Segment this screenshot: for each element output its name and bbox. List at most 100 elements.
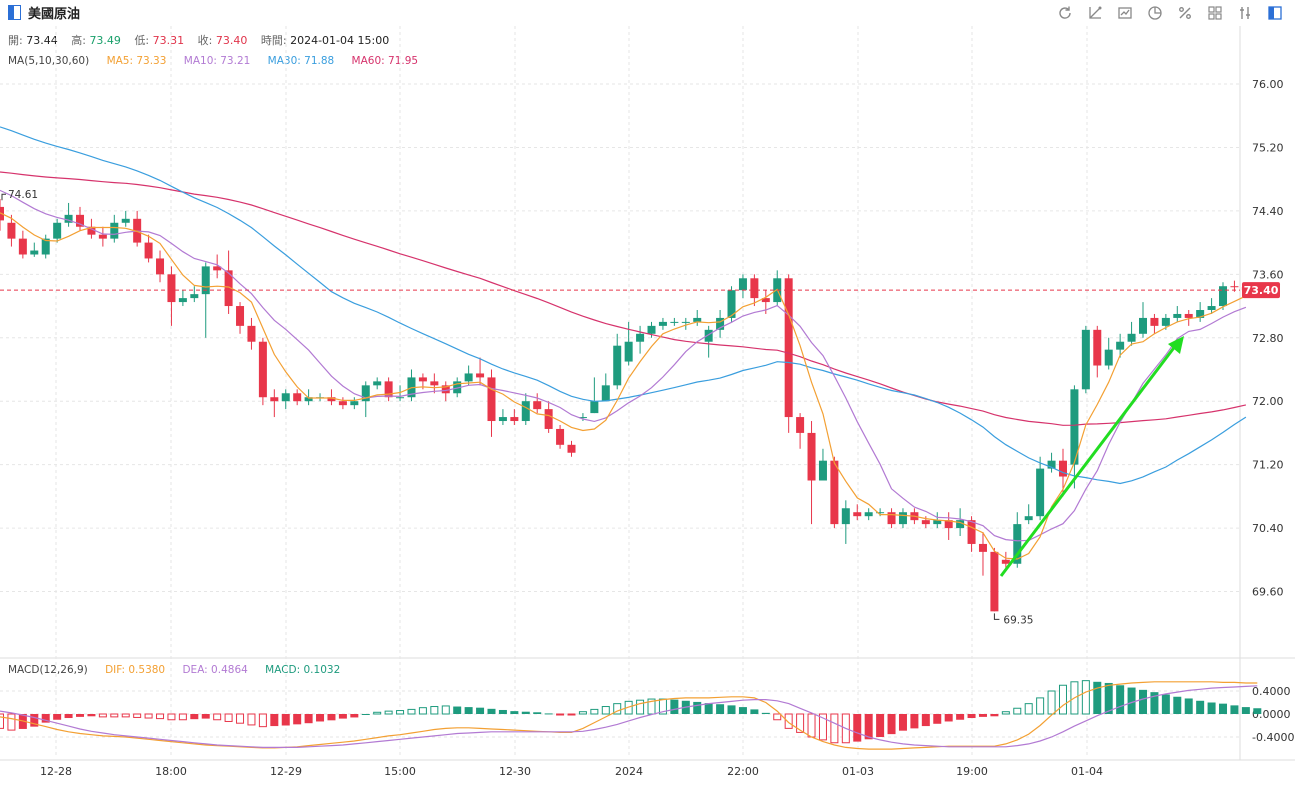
macd-bar	[876, 714, 885, 737]
macd-bar	[1219, 703, 1228, 714]
low-annotation: 69.35	[1003, 614, 1033, 626]
candle-body	[1013, 524, 1022, 564]
drawing-icon[interactable]	[1083, 3, 1107, 23]
candle-body	[978, 543, 987, 552]
x-tick-label: 01-04	[1071, 765, 1103, 778]
macd-bar	[784, 713, 793, 729]
macd-bar	[716, 704, 725, 714]
candle-body	[76, 214, 85, 227]
candle-body	[1161, 317, 1170, 326]
macd-bar	[144, 713, 153, 719]
candle-body	[841, 508, 850, 525]
macd-bar	[1253, 708, 1262, 714]
candle-body	[796, 417, 805, 433]
ma30-line	[0, 126, 1247, 485]
macd-bar	[441, 705, 450, 715]
ma5-line	[0, 212, 1247, 560]
macd-bar	[796, 713, 805, 733]
percent-icon[interactable]	[1173, 3, 1197, 23]
macd-bar	[544, 713, 553, 715]
candle-body	[681, 321, 690, 323]
macd-bar	[1058, 684, 1067, 715]
candle-body	[624, 341, 633, 362]
candle-body	[601, 385, 610, 402]
macd-bar	[53, 714, 62, 720]
candle-body	[350, 401, 359, 406]
candle-body	[281, 393, 290, 402]
candle-body	[236, 306, 245, 326]
candle-body	[373, 381, 382, 386]
candle-body	[476, 373, 485, 378]
macd-bar	[350, 714, 359, 718]
candle-body	[533, 401, 542, 410]
candle-body	[967, 520, 976, 544]
macd-bar	[613, 703, 622, 715]
candle-body	[167, 274, 176, 303]
high-marker	[1, 193, 6, 201]
macd-bar	[373, 711, 382, 715]
macd-bar	[258, 713, 267, 728]
candle-body	[716, 317, 725, 330]
candle-body	[121, 218, 130, 223]
macd-bar	[201, 714, 210, 719]
x-tick-label: 01-03	[842, 765, 874, 778]
candle-body	[1036, 468, 1045, 517]
open-value: 73.44	[26, 34, 58, 47]
macd-bar	[887, 714, 896, 735]
candle-body	[430, 381, 439, 386]
macd-bar	[190, 714, 199, 720]
macd-bar	[921, 714, 930, 727]
x-tick-label: 12-29	[270, 765, 302, 778]
y-tick-label: 70.40	[1252, 522, 1284, 535]
ma30-value: MA30: 71.88	[267, 55, 335, 67]
macd-bar	[0, 713, 4, 729]
layout-icon[interactable]	[1203, 3, 1227, 23]
macd-bar	[636, 699, 645, 715]
macd-bar	[361, 714, 370, 715]
candle-body	[521, 401, 530, 422]
sidebar-icon[interactable]	[1263, 3, 1287, 23]
sidebar-toggle-icon[interactable]	[8, 5, 21, 20]
macd-bar	[738, 707, 747, 714]
macd-tick-label: 0.0000	[1252, 708, 1291, 721]
candle-body	[567, 444, 576, 453]
candle-body	[853, 512, 862, 517]
time-value: 2024-01-04 15:00	[290, 34, 390, 47]
candle-body	[818, 460, 827, 481]
candle-body	[487, 377, 496, 422]
macd-bar	[1093, 681, 1102, 714]
macd-bar	[670, 699, 679, 714]
macd-bar	[1139, 689, 1147, 714]
macd-bar	[864, 714, 873, 740]
ma60-line	[0, 171, 1247, 426]
ma-legend-label: MA(5,10,30,60)	[8, 55, 90, 67]
x-tick-label: 15:00	[384, 765, 416, 778]
macd-bar	[1241, 707, 1250, 714]
candle-body	[510, 417, 519, 422]
candle-body	[898, 512, 907, 525]
macd-bar	[1104, 682, 1113, 714]
ma-legend: MA(5,10,30,60) MA5: 73.33 MA10: 73.21 MA…	[8, 55, 432, 67]
ma10-value: MA10: 73.21	[183, 55, 251, 67]
candle-body	[933, 520, 942, 525]
candle-body	[498, 417, 507, 422]
macd-bar	[1127, 687, 1136, 714]
macd-bar	[1173, 696, 1182, 714]
macd-bar	[487, 708, 496, 714]
top-toolbar: 美國原油	[0, 0, 1295, 26]
indicator-icon[interactable]	[1233, 3, 1257, 23]
macd-bar	[853, 714, 862, 742]
candle-body	[7, 222, 16, 239]
candle-body	[704, 329, 713, 342]
macd-bar	[727, 705, 736, 714]
macd-bar	[910, 714, 919, 729]
candle-body	[1127, 333, 1136, 342]
refresh-icon[interactable]	[1053, 3, 1077, 23]
pie-icon[interactable]	[1143, 3, 1167, 23]
candle-body	[293, 393, 302, 402]
macd-bar	[1013, 707, 1022, 715]
dif-value: DIF: 0.5380	[105, 664, 166, 676]
candle-body	[636, 333, 645, 342]
chart-compare-icon[interactable]	[1113, 3, 1137, 23]
